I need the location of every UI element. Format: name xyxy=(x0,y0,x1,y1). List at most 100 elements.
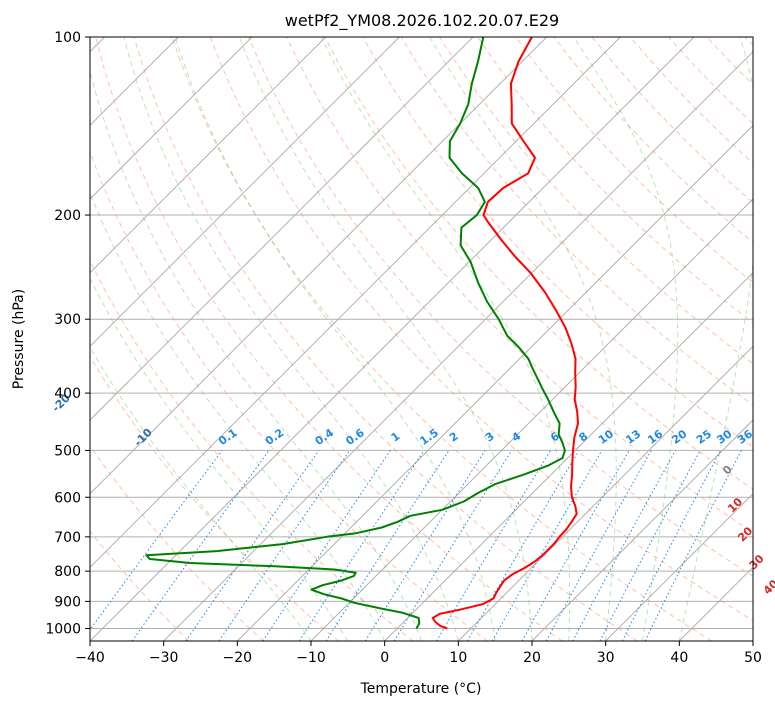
skewed-isotherms xyxy=(90,37,753,641)
isotherm-line xyxy=(163,50,753,641)
mixing-ratio-label: 2 xyxy=(447,430,461,445)
x-tick-label: 20 xyxy=(523,650,541,666)
moist-adiabats xyxy=(90,37,753,641)
y-tick-label: 1000 xyxy=(45,621,81,637)
dry-adiabat-line xyxy=(90,259,414,641)
mixing-ratio-label: 0.1 xyxy=(216,426,239,448)
dry-adiabat-line xyxy=(515,37,753,284)
mixing-ratio-label: 25 xyxy=(694,427,714,446)
isotherm-line xyxy=(90,37,327,274)
moist-adiabat-label: 0 xyxy=(720,463,735,478)
mixing-ratio-line xyxy=(435,450,552,641)
mixing-ratio-label: 13 xyxy=(623,427,643,446)
dry-adiabat-line xyxy=(591,37,753,204)
isotherm-line xyxy=(605,492,753,641)
dry-adiabat-line xyxy=(90,530,190,641)
y-axis-ticks: 100 200 300 400 500 600 700 800 900 1000 xyxy=(45,30,90,637)
isotherm-line xyxy=(90,37,548,495)
moist-adiabat-line xyxy=(678,37,753,641)
dewpoint-profile-line xyxy=(145,37,566,629)
x-axis-label: Temperature (°C) xyxy=(360,681,482,697)
y-tick-label: 800 xyxy=(54,564,81,580)
mixing-ratio-label: 30 xyxy=(714,427,734,447)
dry-adiabat-line xyxy=(438,37,753,365)
moist-adiabat-line xyxy=(238,37,533,641)
x-tick-label: 0 xyxy=(380,650,389,666)
dry-adiabat-line xyxy=(248,37,753,577)
x-tick-label: −10 xyxy=(296,650,326,666)
mixing-ratio-label: 16 xyxy=(645,427,665,447)
dry-adiabats xyxy=(90,37,753,641)
mixing-ratio-line xyxy=(325,450,450,641)
dry-adiabat-line xyxy=(668,37,753,125)
y-axis-label: Pressure (hPa) xyxy=(11,289,27,389)
mixing-ratio-label: 10 xyxy=(596,427,616,447)
mixing-ratio-line xyxy=(521,450,630,641)
x-tick-label: −20 xyxy=(223,650,253,666)
x-tick-label: −40 xyxy=(75,650,105,666)
mixing-ratio-line xyxy=(545,450,652,641)
y-tick-label: 300 xyxy=(54,312,81,328)
dry-adiabat-line xyxy=(400,37,753,406)
moist-adiabat-line xyxy=(429,37,617,641)
moist-adiabat-line xyxy=(573,37,679,641)
dry-adiabat-line xyxy=(95,37,563,641)
y-tick-label: 100 xyxy=(54,30,81,46)
x-tick-label: 40 xyxy=(670,650,688,666)
x-tick-label: 50 xyxy=(744,650,762,666)
moist-adiabat-line xyxy=(174,37,496,641)
mixing-ratio-line xyxy=(131,450,270,641)
mixing-ratio-line xyxy=(621,450,722,641)
dry-adiabat-line xyxy=(90,150,488,641)
isotherm-line xyxy=(90,37,621,569)
moist-adiabat-line xyxy=(321,37,571,641)
y-tick-label: 600 xyxy=(54,490,81,506)
moist-adiabat-line xyxy=(90,191,386,641)
mixing-ratio-label: 4 xyxy=(509,429,523,444)
x-tick-label: 10 xyxy=(449,650,467,666)
y-tick-label: 700 xyxy=(54,530,81,546)
mixing-ratio-line xyxy=(90,450,223,631)
mixing-ratio-label: 36 xyxy=(735,427,755,447)
mixing-ratio-line xyxy=(185,450,320,641)
mixing-ratio-line xyxy=(262,450,391,641)
mixing-ratio-label: 3 xyxy=(483,430,497,445)
isotherm-line xyxy=(236,124,753,641)
dry-adiabat-line xyxy=(477,37,753,324)
isotherm-line xyxy=(90,37,474,421)
y-tick-label: 200 xyxy=(54,208,81,224)
isotherm-line xyxy=(531,419,753,641)
y-tick-label: 400 xyxy=(54,386,81,402)
dry-adiabat-line xyxy=(744,37,753,46)
dry-adiabat-line xyxy=(90,355,339,641)
mixing-ratio-label: 0.4 xyxy=(313,426,337,448)
mixing-ratio-label: 1 xyxy=(389,430,403,445)
dry-adiabat-line xyxy=(706,37,753,86)
dry-adiabat-line xyxy=(286,37,753,534)
mixing-ratio-line xyxy=(644,450,742,641)
dry-adiabat-line xyxy=(171,37,712,641)
isotherm-line xyxy=(90,37,695,641)
isotherm-line xyxy=(752,640,753,641)
mixing-ratio-label: 20 xyxy=(669,427,689,447)
moist-adiabat-label: 40 xyxy=(761,577,775,597)
moist-adiabat-line xyxy=(90,69,422,641)
mixing-ratio-line xyxy=(393,450,513,641)
dry-adiabat-label: -10 xyxy=(132,426,155,449)
x-axis-ticks: −40 −30 −20 −10 0 10 20 30 40 50 xyxy=(75,641,762,666)
moist-adiabat-label: 30 xyxy=(747,552,767,572)
moist-adiabat-line xyxy=(90,277,349,641)
isotherm-line xyxy=(310,198,753,641)
profile-series xyxy=(145,37,579,630)
chart-title: wetPf2_YM08.2026.102.20.07.E29 xyxy=(285,11,559,31)
moist-adiabat-line xyxy=(90,346,312,641)
pressure-gridlines xyxy=(90,37,753,629)
isotherm-line xyxy=(90,37,253,200)
moist-adiabat-label: 10 xyxy=(725,495,745,515)
y-tick-label: 500 xyxy=(54,443,81,459)
mixing-ratio-line xyxy=(467,450,580,641)
x-tick-label: 30 xyxy=(597,650,615,666)
plot-frame xyxy=(89,36,754,642)
x-tick-label: −30 xyxy=(149,650,179,666)
